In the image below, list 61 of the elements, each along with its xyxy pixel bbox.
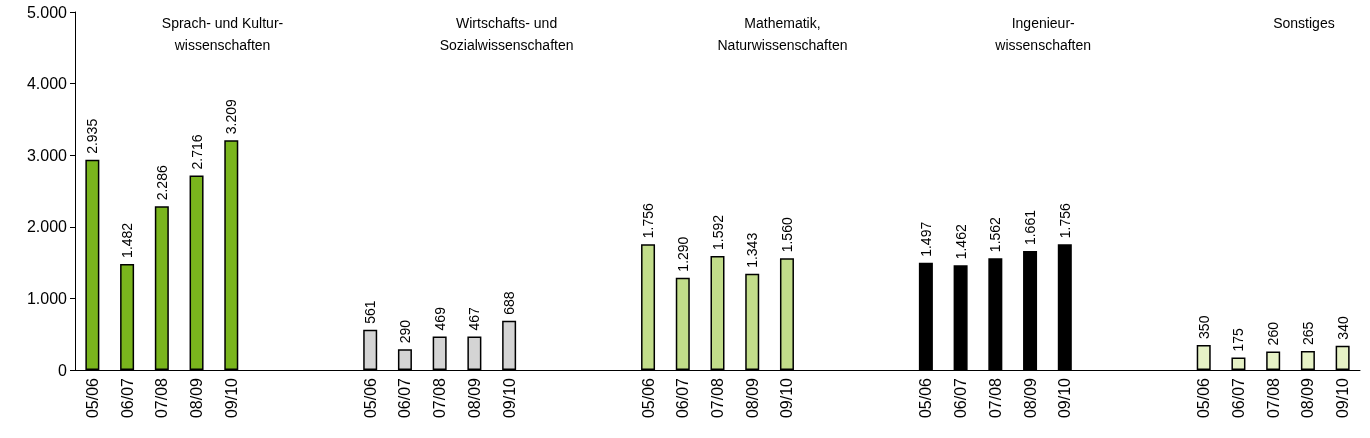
annotation: Wirtschafts- und Sozialwissenschaften (439, 15, 574, 53)
data-label: 1.592 (709, 214, 726, 251)
data-label: 467 (466, 306, 483, 331)
data-label: 260 (1265, 321, 1282, 346)
data-label: 2.935 (84, 118, 101, 154)
y-tick-label: 5.000 (26, 3, 68, 21)
x-tick-label: 08/09 (743, 377, 761, 419)
y-tick-label: 2.000 (26, 218, 68, 236)
x-tick-label: 06/07 (1229, 377, 1247, 419)
data-label: 688 (501, 291, 518, 315)
x-tick-label: 06/07 (396, 377, 414, 419)
data-label: 175 (1230, 327, 1247, 352)
data-label: 1.482 (119, 222, 136, 258)
data-label: 1.497 (917, 221, 934, 257)
data-label: 1.560 (778, 217, 795, 253)
data-label: 1.290 (674, 236, 691, 272)
data-label: 561 (362, 300, 379, 324)
x-tick-label: 08/09 (465, 377, 483, 419)
data-label: 290 (396, 319, 413, 344)
x-tick-label: 06/07 (118, 377, 136, 419)
y-tick-label: 1.000 (26, 289, 68, 307)
data-label: 265 (1299, 321, 1316, 346)
x-tick-label: 05/06 (83, 377, 101, 419)
x-tick-label: 09/10 (1056, 377, 1074, 419)
x-tick-label: 07/08 (1264, 377, 1282, 419)
x-tick-label: 09/10 (222, 377, 240, 419)
x-tick-label: 07/08 (709, 377, 726, 419)
data-label: 2.716 (188, 134, 205, 170)
data-label: 1.462 (952, 224, 969, 260)
x-tick-label: 08/09 (188, 377, 206, 419)
x-tick-label: 06/07 (674, 377, 692, 419)
x-tick-label: 08/09 (1299, 377, 1317, 419)
annotation: Ingenieur- wissenschaften (994, 15, 1092, 53)
annotation: Mathematik, Naturwissenschaften (717, 15, 848, 53)
x-tick-label: 05/06 (639, 377, 657, 419)
annotation: Sprach- und Kultur- wissenschaften (161, 15, 284, 53)
x-tick-label: 08/09 (1021, 377, 1039, 419)
data-label: 1.756 (640, 203, 657, 239)
data-label: 1.562 (987, 216, 1004, 253)
x-tick-label: 09/10 (1334, 377, 1352, 419)
data-label: 469 (431, 306, 448, 331)
x-tick-label: 05/06 (361, 377, 379, 419)
x-tick-label: 05/06 (1195, 377, 1213, 419)
data-label: 2.286 (153, 165, 170, 201)
y-tick-label: 0 (58, 361, 68, 379)
annotation: Sonstiges (1273, 15, 1335, 31)
y-tick-label: 4.000 (26, 75, 68, 93)
data-label: 1.661 (1022, 209, 1039, 246)
data-label: 340 (1334, 316, 1351, 340)
data-label: 3.209 (223, 98, 240, 135)
x-tick-label: 07/08 (431, 377, 449, 419)
x-tick-label: 06/07 (952, 377, 970, 419)
x-tick-label: 07/08 (986, 377, 1004, 419)
x-tick-label: 05/06 (917, 377, 935, 419)
x-tick-label: 07/08 (153, 377, 171, 419)
y-tick-label: 3.000 (26, 146, 68, 164)
x-tick-label: 09/10 (500, 377, 518, 419)
data-label: 1.756 (1056, 203, 1073, 239)
data-label: 350 (1195, 315, 1212, 339)
x-tick-label: 09/10 (778, 377, 796, 419)
data-label: 1.343 (744, 232, 761, 268)
